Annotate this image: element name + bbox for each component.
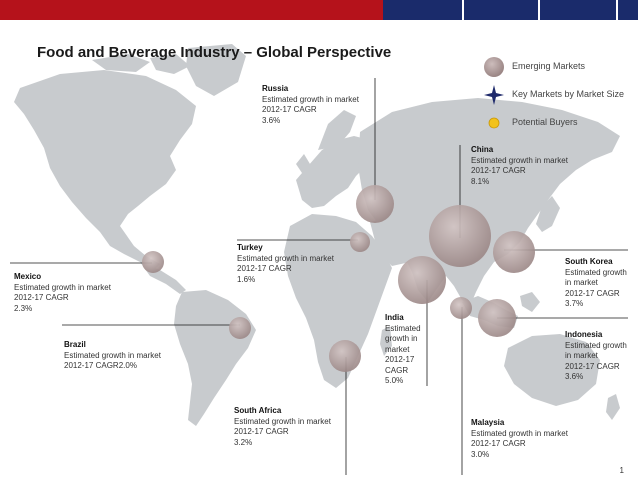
callout-mexico: Mexico Estimated growth in market 2012-1… [14, 272, 111, 314]
country-name: South Korea [565, 257, 613, 266]
market-bubbles [142, 185, 535, 372]
metric-value: 1.6% [237, 274, 256, 284]
metric-label: Estimated growth in market [234, 416, 331, 426]
header-navy-band [383, 0, 638, 20]
header-divider [616, 0, 618, 20]
country-name: South Africa [234, 406, 282, 415]
callout-india: India Estimated growth in market 2012-17… [385, 313, 427, 387]
metric-value: 5.0% [385, 376, 404, 385]
india-market-bubble [398, 256, 446, 304]
world-map-landmass [14, 44, 620, 426]
callout-south-korea: South Korea Estimated growth in market 2… [565, 257, 633, 310]
country-name: Turkey [237, 243, 263, 252]
metric-value: 3.2% [234, 437, 253, 447]
metric-label: Estimated growth in market [565, 340, 627, 361]
country-name: China [471, 145, 494, 154]
callout-south-africa: South Africa Estimated growth in market … [234, 406, 331, 448]
china-market-bubble [429, 205, 491, 267]
metric-value: 3.6% [565, 372, 584, 381]
metric-period: 2012-17 CAGR2.0% [64, 361, 137, 370]
turkey-market-bubble [350, 232, 370, 252]
legend-item-emerging-markets: Emerging Markets [483, 56, 638, 78]
four-point-star-icon [484, 85, 504, 105]
legend-label: Potential Buyers [512, 117, 578, 127]
country-name: Indonesia [565, 330, 603, 339]
header-red-band [0, 0, 383, 20]
brazil-market-bubble [229, 317, 251, 339]
metric-period: 2012-17 CAGR [237, 264, 292, 273]
callout-malaysia: Malaysia Estimated growth in market 2012… [471, 418, 568, 460]
callout-indonesia: Indonesia Estimated growth in market 201… [565, 330, 635, 383]
callout-russia: Russia Estimated growth in market 2012-1… [262, 84, 359, 126]
metric-label: Estimated growth in market [471, 428, 568, 438]
indonesia-market-bubble [478, 299, 516, 337]
metric-label: Estimated growth in market [565, 267, 627, 288]
metric-period: 2012-17 CAGR [234, 427, 289, 436]
metric-period: 2012-17 CAGR [565, 361, 620, 371]
legend-label: Emerging Markets [512, 61, 586, 71]
legend-label: Key Markets by Market Size [512, 89, 625, 99]
header-divider [462, 0, 464, 20]
legend-item-potential-buyers: Potential Buyers [483, 112, 638, 134]
country-name: India [385, 313, 404, 322]
page-number: 1 [619, 466, 624, 475]
metric-value: 3.0% [471, 449, 490, 459]
south-korea-market-bubble [493, 231, 535, 273]
header-divider [538, 0, 540, 20]
metric-value: 2.3% [14, 303, 33, 313]
metric-label: Estimated growth in market [262, 94, 359, 104]
metric-label: Estimated growth in market [237, 253, 334, 263]
page-title: Food and Beverage Industry – Global Pers… [37, 44, 392, 61]
metric-period: 2012-17 CAGR [262, 105, 317, 114]
callout-turkey: Turkey Estimated growth in market 2012-1… [237, 243, 334, 285]
metric-period: 2012-17 CAGR [385, 355, 415, 375]
mexico-market-bubble [142, 251, 164, 273]
metric-period: 2012-17 CAGR [14, 293, 69, 302]
metric-period: 2012-17 CAGR [471, 166, 526, 175]
metric-period: 2012-17 CAGR [565, 288, 620, 298]
metric-value: 3.7% [565, 299, 584, 308]
metric-value: 3.6% [262, 115, 281, 125]
country-name: Russia [262, 84, 289, 93]
metric-label: Estimated growth in market [14, 282, 111, 292]
country-name: Malaysia [471, 418, 505, 427]
metric-value: 8.1% [471, 176, 490, 186]
country-name: Mexico [14, 272, 42, 281]
emerging-market-bubble-icon [484, 57, 504, 77]
callout-china: China Estimated growth in market 2012-17… [471, 145, 568, 187]
callout-brazil: Brazil Estimated growth in market 2012-1… [64, 340, 161, 372]
russia-market-bubble [356, 185, 394, 223]
header-bar [0, 0, 638, 20]
metric-label: Estimated growth in market [471, 155, 568, 165]
metric-label: Estimated growth in market [64, 350, 161, 360]
metric-period: 2012-17 CAGR [471, 439, 526, 448]
malaysia-market-bubble [450, 297, 472, 319]
metric-label: Estimated growth in market [385, 323, 421, 354]
yellow-dot-icon [488, 117, 500, 129]
legend-item-key-markets: Key Markets by Market Size [483, 84, 638, 106]
country-name: Brazil [64, 340, 86, 349]
south-africa-market-bubble [329, 340, 361, 372]
callout-leader-lines [10, 78, 628, 475]
